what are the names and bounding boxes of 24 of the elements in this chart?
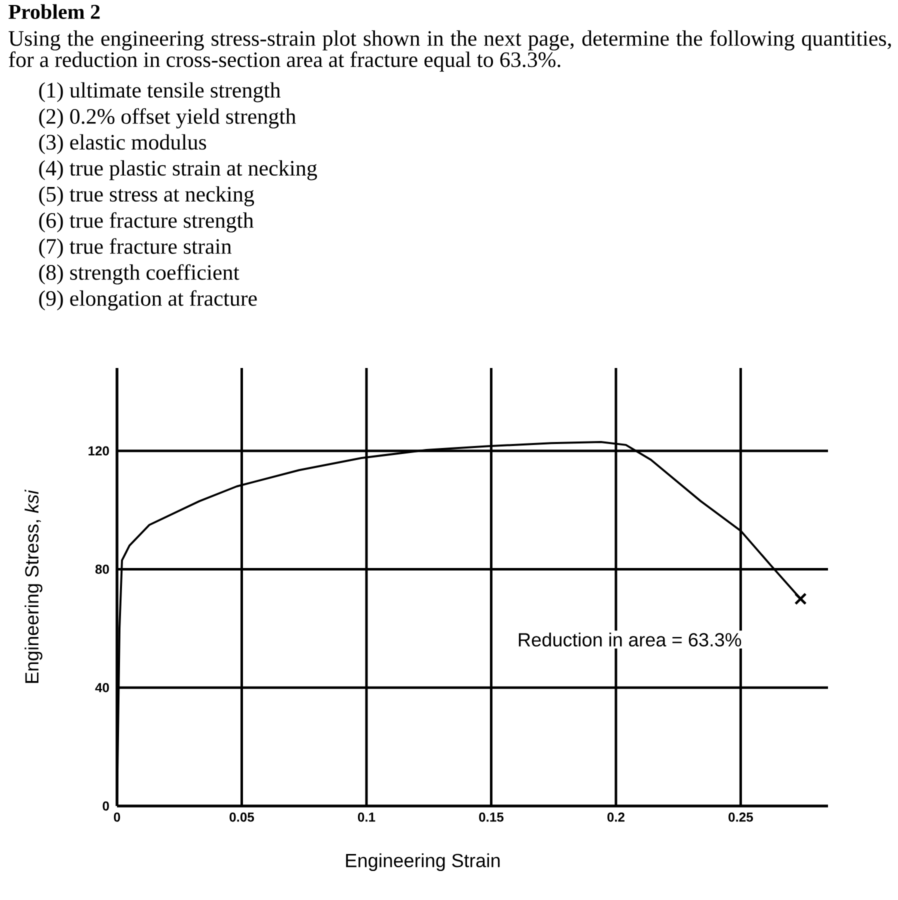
y-tick-label: 80 [95, 564, 109, 574]
x-tick-label: 0.2 [607, 812, 624, 822]
x-axis-title: Engineering Strain [346, 853, 500, 872]
text: (3) elastic modulus [39, 134, 206, 154]
text: (5) true stress at necking [39, 186, 254, 206]
text: (4) true plastic strain at necking [39, 160, 318, 180]
y-tick-label: 40 [95, 683, 109, 692]
x-tick-label: 0.25 [728, 812, 753, 822]
text: (9) elongation at fracture [39, 290, 257, 310]
x-tick-label: 0 [114, 812, 120, 822]
y-tick-label: 120 [88, 446, 109, 456]
text: (8) strength coefficient [39, 264, 240, 284]
chart-subtitle: Using the engineering stress-strain plot shown in the next page, determine the following quantities, for a reduction in cross-section area at fracture equal to 63.3%. [8, 30, 891, 72]
x-tick-label: 0.1 [358, 812, 376, 822]
text: (7) true fracture strain [39, 238, 232, 258]
annotation: Reduction in area = 63.3% [518, 632, 742, 647]
text: (2) 0.2% offset yield strength [39, 108, 296, 128]
text: (6) true fracture strength [39, 212, 254, 232]
x-tick-label: 0.05 [230, 812, 254, 822]
x-tick-label: 0.15 [479, 812, 504, 822]
chart-title: Problem 2 [8, 4, 100, 19]
text: (1) ultimate tensile strength [39, 82, 281, 102]
y-tick-label: 0 [102, 801, 109, 811]
y-axis-title: Engineering Stress, ksi [24, 490, 42, 683]
